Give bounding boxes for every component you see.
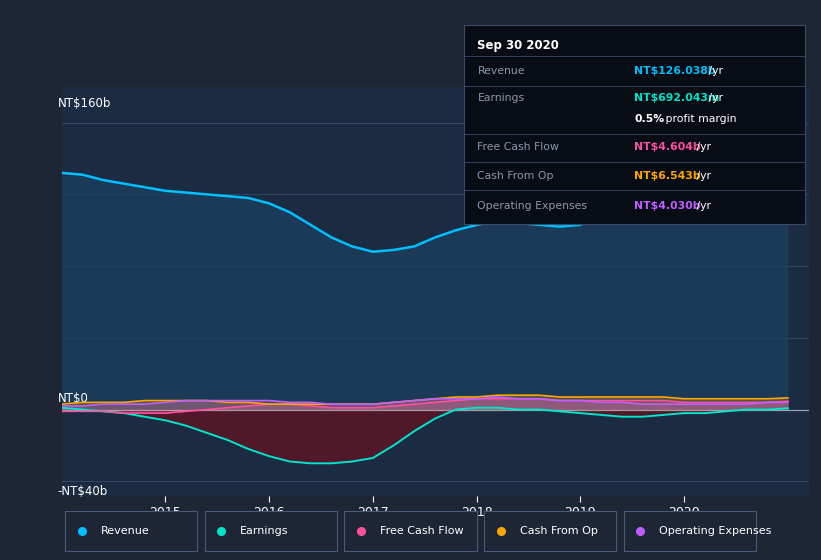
FancyBboxPatch shape — [624, 511, 756, 550]
Text: profit margin: profit margin — [663, 114, 736, 124]
Text: /yr: /yr — [705, 93, 723, 103]
FancyBboxPatch shape — [204, 511, 337, 550]
FancyBboxPatch shape — [65, 511, 197, 550]
Text: NT$0: NT$0 — [57, 393, 89, 405]
Text: Earnings: Earnings — [241, 526, 289, 535]
Text: /yr: /yr — [693, 171, 711, 181]
Text: NT$6.543b: NT$6.543b — [635, 171, 701, 181]
Text: NT$126.038b: NT$126.038b — [635, 66, 716, 76]
Text: 0.5%: 0.5% — [635, 114, 664, 124]
Text: /yr: /yr — [705, 66, 723, 76]
Text: Cash From Op: Cash From Op — [478, 171, 554, 181]
FancyBboxPatch shape — [345, 511, 476, 550]
Text: Revenue: Revenue — [478, 66, 525, 76]
Text: /yr: /yr — [693, 201, 711, 211]
Text: Free Cash Flow: Free Cash Flow — [380, 526, 464, 535]
Text: NT$160b: NT$160b — [57, 97, 111, 110]
Text: -NT$40b: -NT$40b — [57, 486, 108, 498]
Text: /yr: /yr — [693, 142, 711, 152]
Text: Sep 30 2020: Sep 30 2020 — [478, 39, 559, 52]
Text: Operating Expenses: Operating Expenses — [478, 201, 588, 211]
Text: Earnings: Earnings — [478, 93, 525, 103]
Text: NT$4.030b: NT$4.030b — [635, 201, 700, 211]
Text: NT$4.604b: NT$4.604b — [635, 142, 701, 152]
Text: Free Cash Flow: Free Cash Flow — [478, 142, 559, 152]
Text: NT$692.043m: NT$692.043m — [635, 93, 719, 103]
Text: Operating Expenses: Operating Expenses — [659, 526, 772, 535]
Text: Revenue: Revenue — [100, 526, 149, 535]
Text: Cash From Op: Cash From Op — [520, 526, 598, 535]
FancyBboxPatch shape — [484, 511, 617, 550]
